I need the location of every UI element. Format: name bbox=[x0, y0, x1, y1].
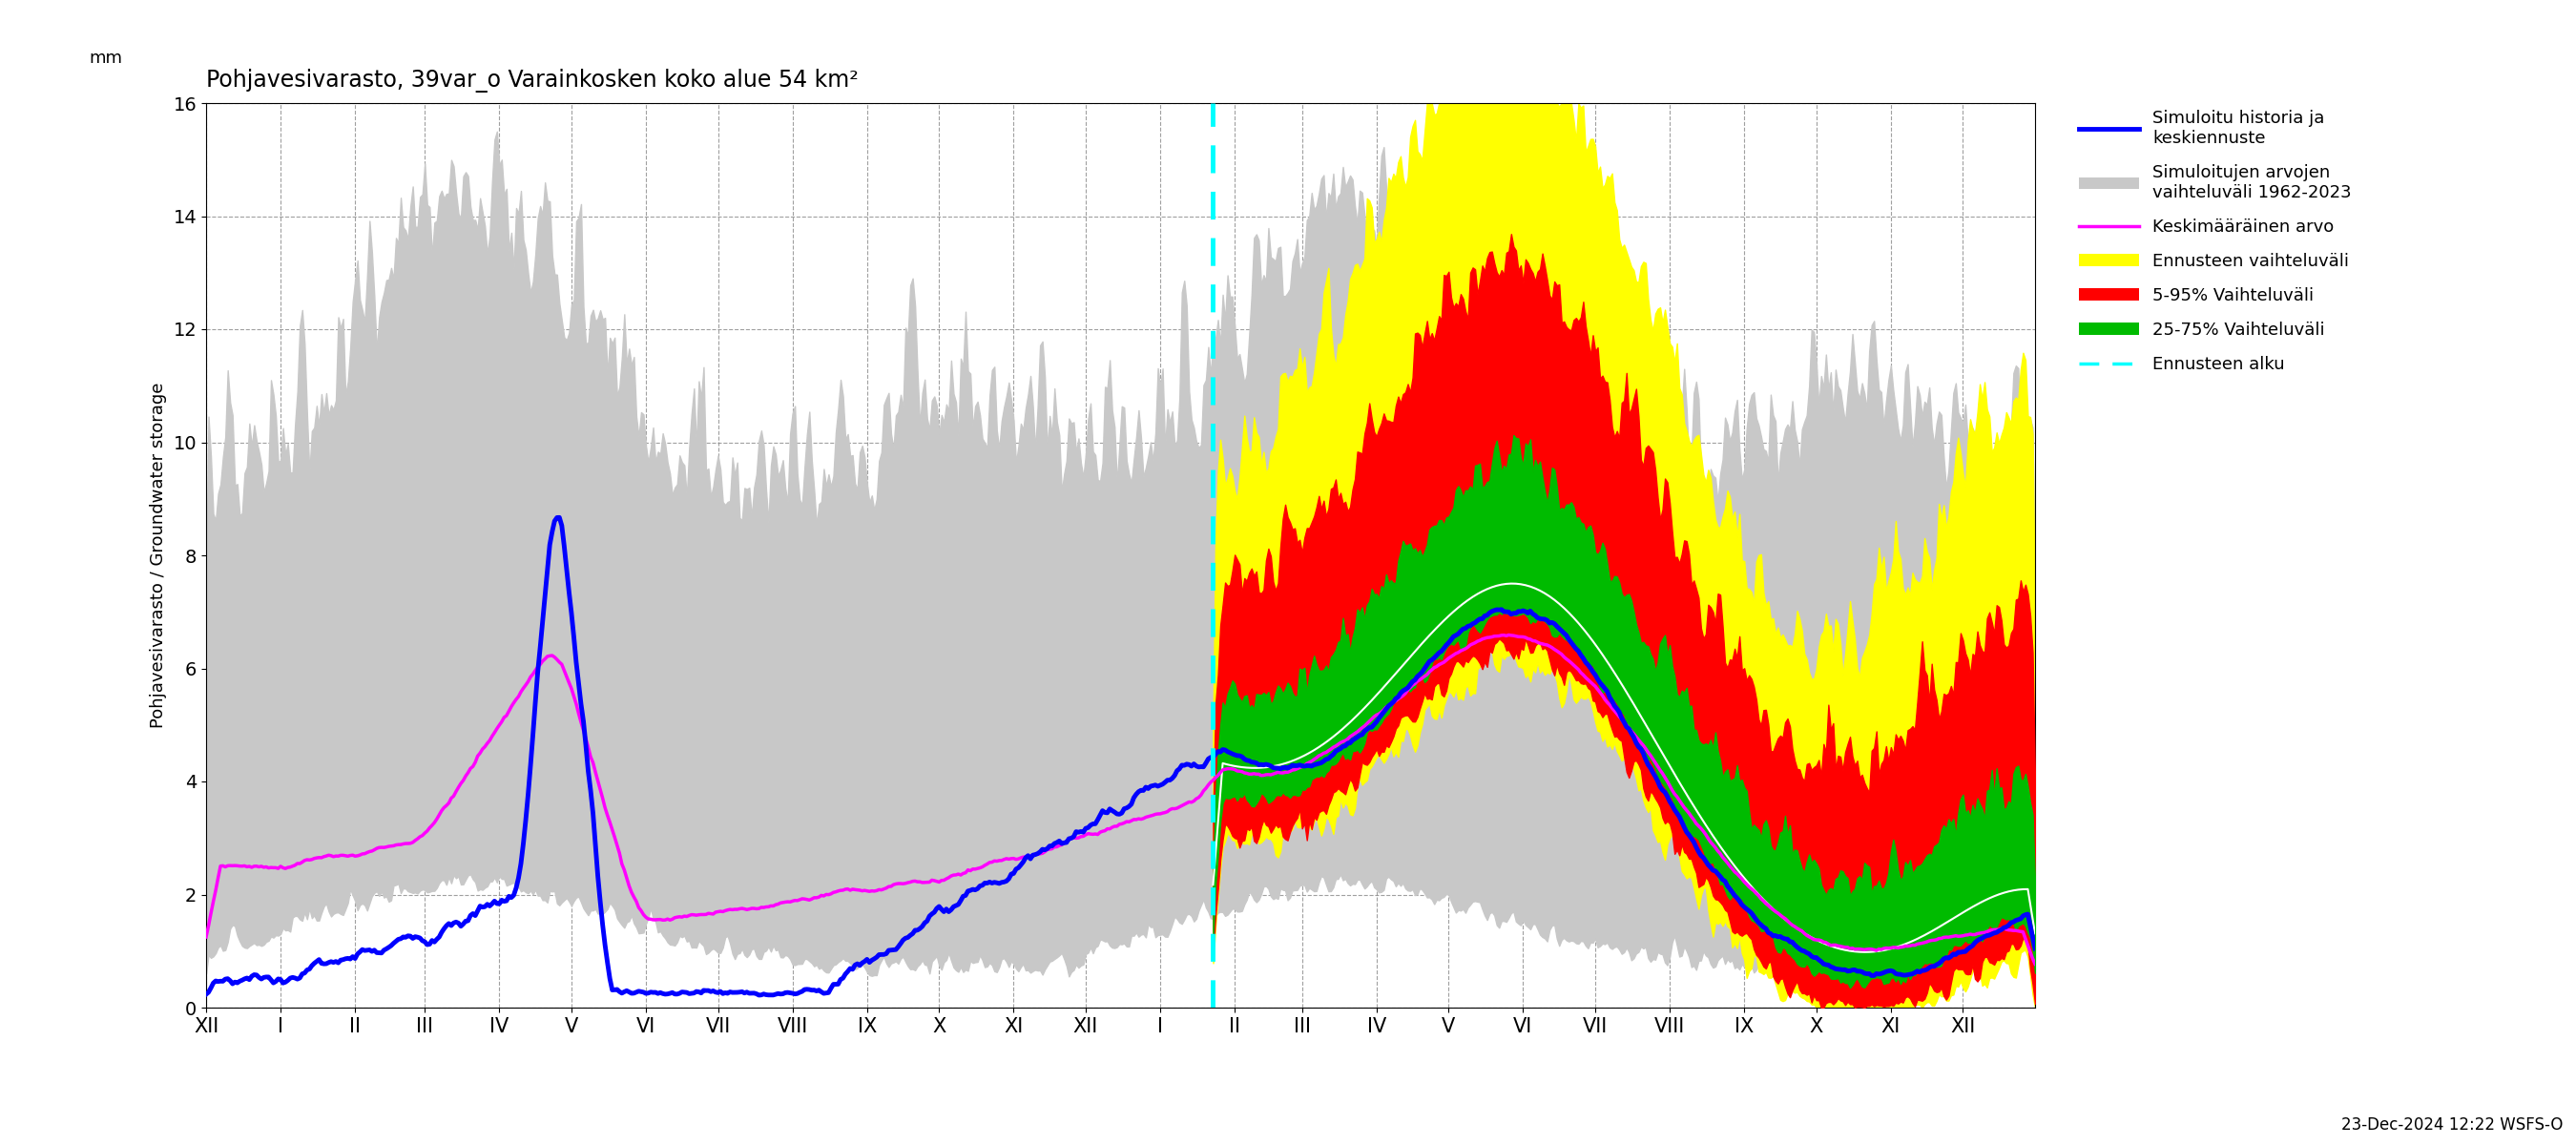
Legend: Simuloitu historia ja
keskiennuste, Simuloitujen arvojen
vaihteluväli 1962-2023,: Simuloitu historia ja keskiennuste, Simu… bbox=[2071, 103, 2360, 380]
Text: Pohjavesivarasto, 39var_o Varainkosken koko alue 54 km²: Pohjavesivarasto, 39var_o Varainkosken k… bbox=[206, 69, 858, 93]
Text: mm: mm bbox=[88, 49, 121, 66]
Y-axis label: Pohjavesivarasto / Groundwater storage: Pohjavesivarasto / Groundwater storage bbox=[149, 382, 167, 728]
Text: 23-Dec-2024 12:22 WSFS-O: 23-Dec-2024 12:22 WSFS-O bbox=[2342, 1116, 2563, 1134]
